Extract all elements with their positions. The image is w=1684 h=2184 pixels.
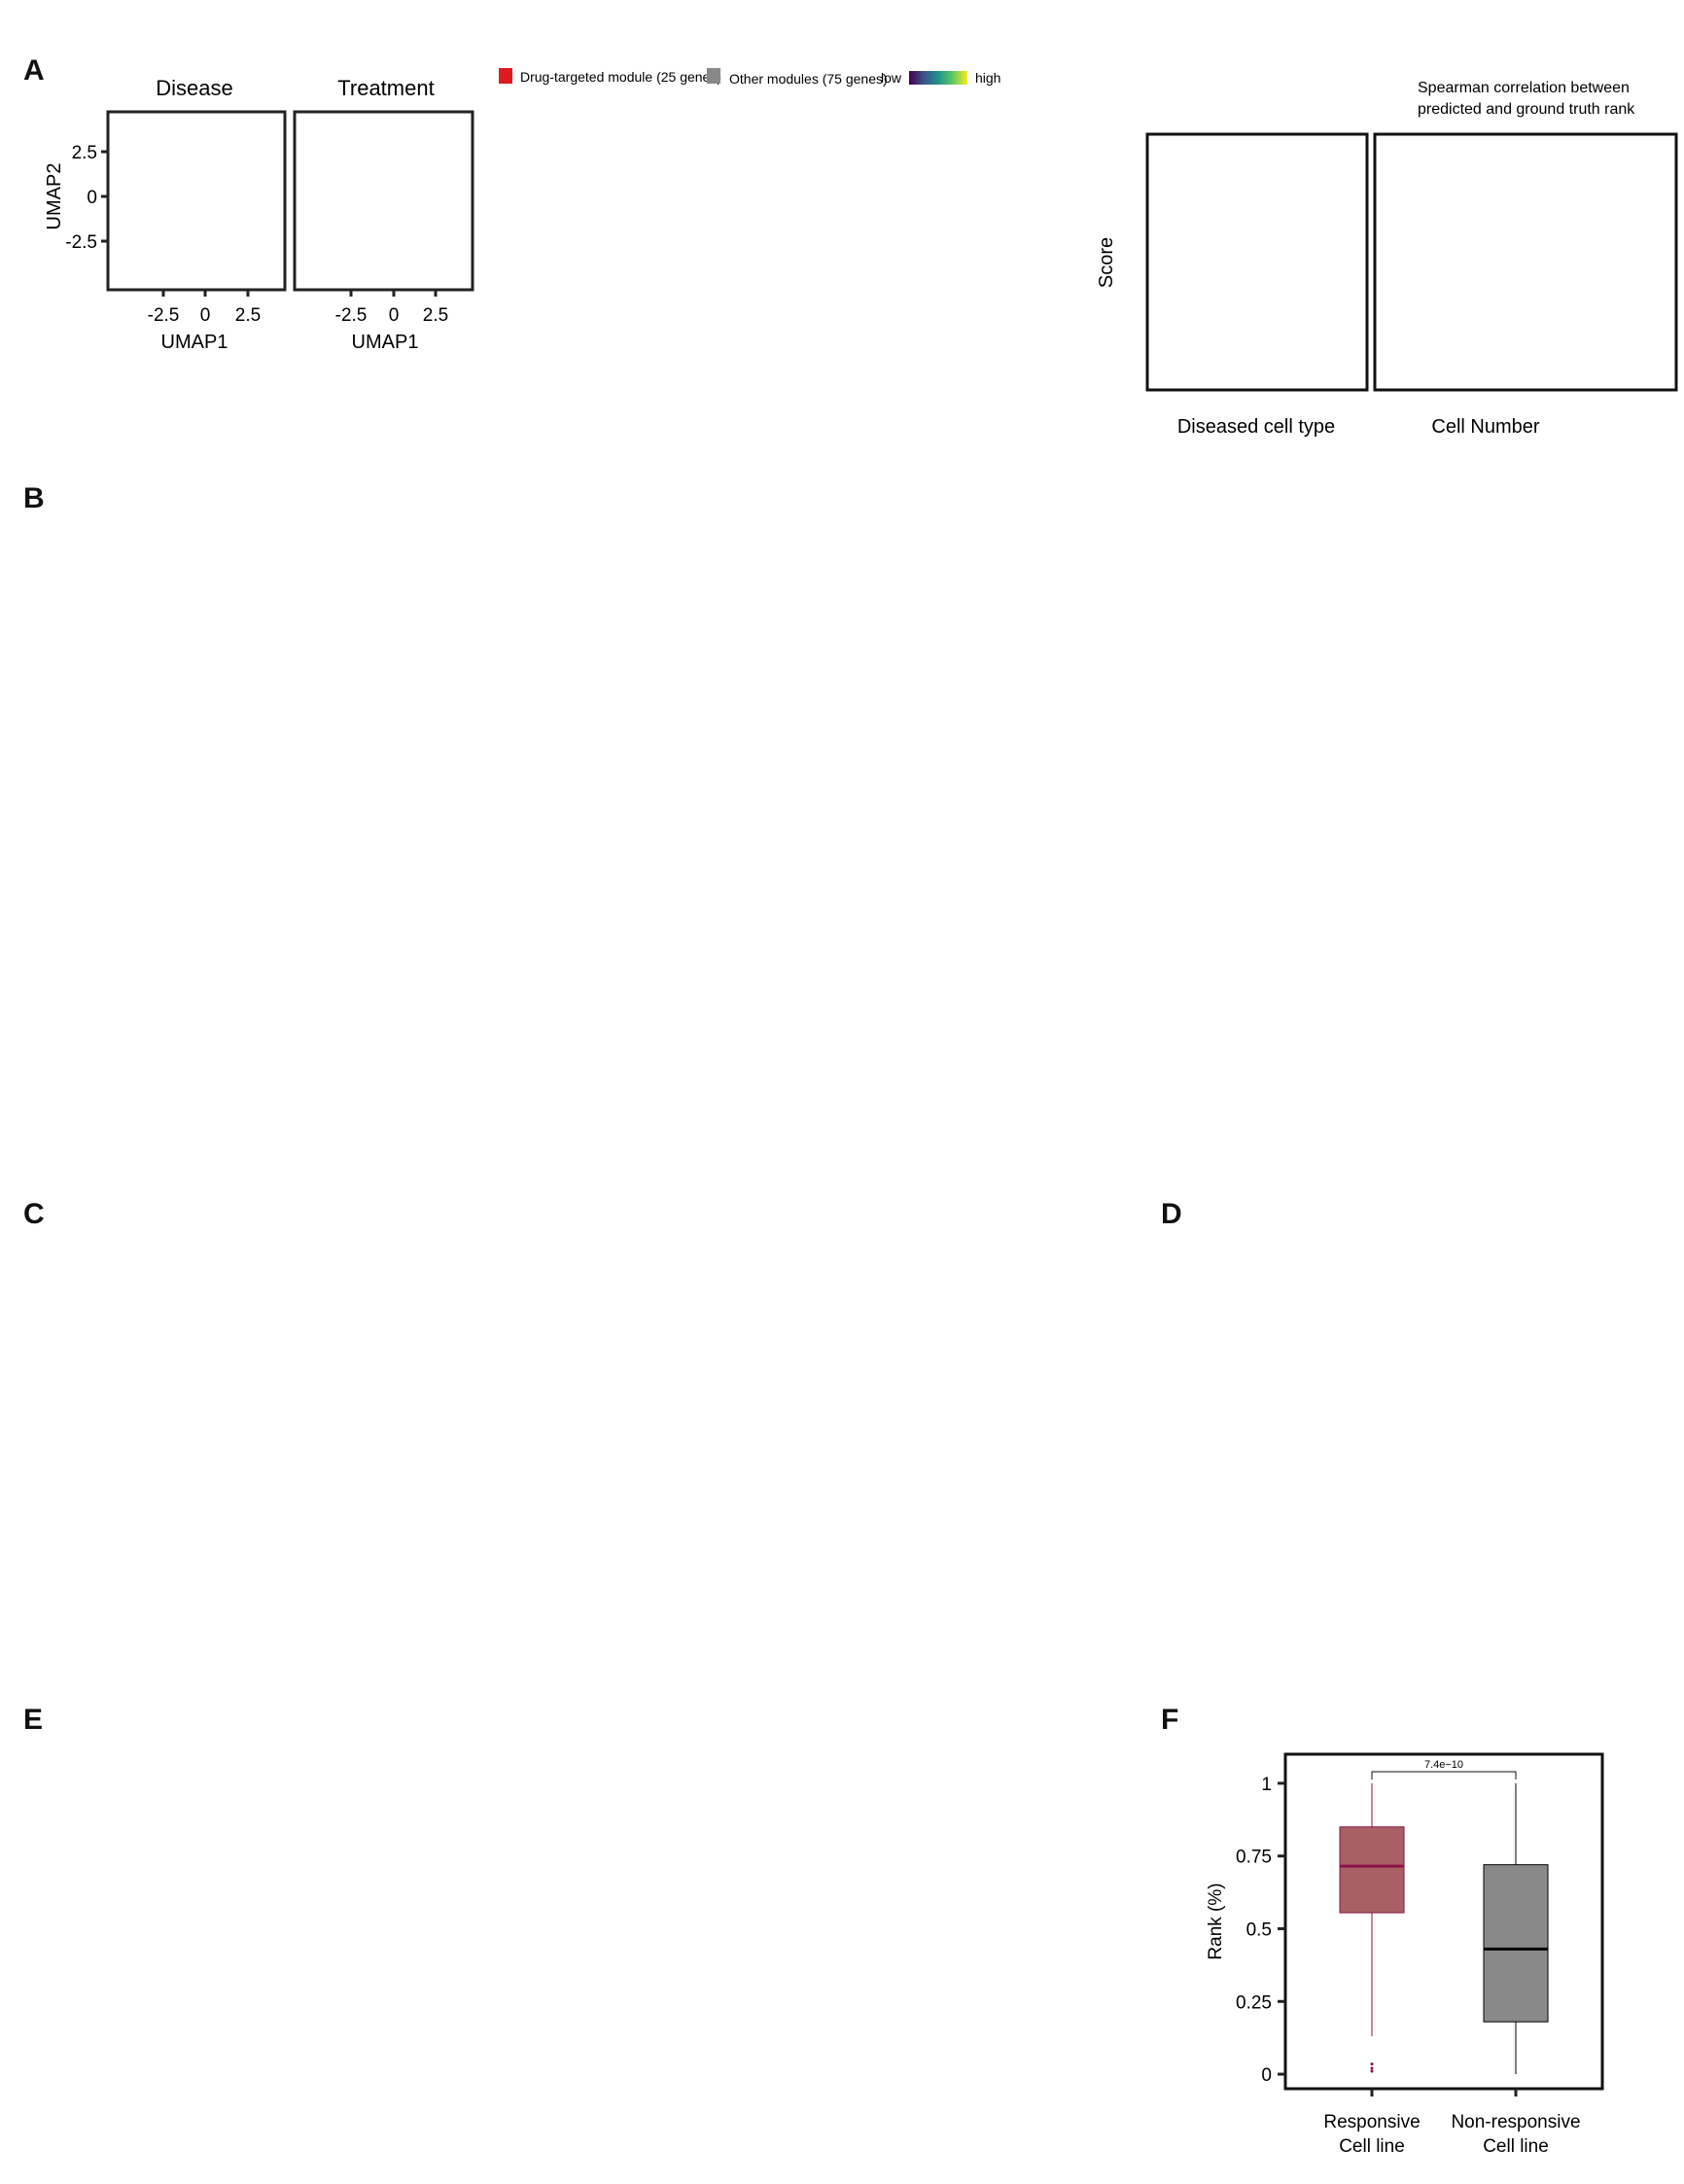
panel-letter-f: F <box>1161 1704 1179 1736</box>
umap-y-ticks: 2.5 0 -2.5 <box>65 143 108 253</box>
spearman-title-1: Spearman correlation between <box>1418 80 1630 96</box>
panel-letter-e: E <box>23 1704 44 1736</box>
panel-letter-b: B <box>23 482 45 514</box>
tick: -2.5 <box>148 305 180 326</box>
x-tick-label-line: Responsive <box>1323 2112 1420 2132</box>
umap-ylabel: UMAP2 <box>44 163 65 230</box>
umap-title-disease: Disease <box>156 76 232 100</box>
box-body <box>1339 1826 1405 1914</box>
tick: 2.5 <box>72 143 97 163</box>
umap-xlabel: UMAP1 <box>161 332 228 353</box>
outlier <box>1370 2066 1374 2070</box>
tick: 0 <box>87 188 97 208</box>
x-tick-label: Non-responsive Cell line <box>1451 2112 1580 2157</box>
spearman-xlabel: Cell Number <box>1431 416 1539 438</box>
umap-title-treatment: Treatment <box>337 76 434 100</box>
panel-c-line-chart <box>0 1206 1147 1653</box>
panel-d-boxplot <box>1147 1206 1684 1653</box>
panel-letter-d: D <box>1161 1198 1182 1230</box>
panel-letter-a: A <box>23 54 45 87</box>
tick: 2.5 <box>235 305 261 326</box>
box-body <box>1483 1864 1549 2023</box>
umap-treatment-frame <box>293 110 474 292</box>
y-tick-label: 0.25 <box>1236 1992 1272 2013</box>
y-tick-label: 0 <box>1261 2065 1272 2086</box>
umap-xlabel: UMAP1 <box>352 332 419 353</box>
tick: 0 <box>200 305 211 326</box>
p-value-label: 7.4e−10 <box>1424 1759 1463 1771</box>
outlier <box>1370 2062 1374 2066</box>
panel-a: Disease Treatment 2.5 0 -2.5 UMAP2 -2.5 … <box>44 68 1678 438</box>
spearman-frame <box>1373 132 1678 392</box>
tick: -2.5 <box>335 305 368 326</box>
score-ylabel: Score <box>1096 237 1117 288</box>
score-xlabel: Diseased cell type <box>1177 416 1335 438</box>
heatmap-legend-other: Other modules (75 genes) <box>729 71 888 87</box>
x-tick-label-line: Cell line <box>1339 2136 1405 2157</box>
y-axis-label: Rank (%) <box>1206 1883 1226 1959</box>
x-tick-label: Responsive Cell line <box>1323 2112 1420 2157</box>
outlier <box>1370 2069 1374 2073</box>
y-tick-label: 0.5 <box>1246 1920 1272 1940</box>
umap-disease-frame <box>106 110 287 292</box>
tick: 0 <box>389 305 400 326</box>
colorbar-low: low <box>881 70 902 86</box>
heatmap-legend-drug: Drug-targeted module (25 genes) <box>520 69 721 85</box>
spearman-title-2: predicted and ground truth rank <box>1418 101 1635 118</box>
y-tick-label: 0.75 <box>1236 1848 1272 1868</box>
other-module-swatch <box>707 68 720 84</box>
x-tick-label-line: Non-responsive <box>1451 2112 1580 2132</box>
panel-b <box>0 467 1684 1167</box>
plot-frame <box>1283 1752 1604 2091</box>
panel-e-boxplot <box>0 1711 1147 2184</box>
significance-bracket <box>1371 1771 1517 1779</box>
x-tick-label-line: Cell line <box>1483 2136 1549 2157</box>
umap-x-ticks: -2.5 0 2.5 -2.5 0 2.5 <box>148 290 448 326</box>
y-tick-label: 1 <box>1261 1775 1272 1795</box>
score-box-frame <box>1145 132 1369 392</box>
drug-module-swatch <box>499 68 512 84</box>
panel-f-boxplot: 0 0.25 0.5 0.75 1 Rank (%) Responsive Cell line… <box>1206 1752 1604 2157</box>
tick: -2.5 <box>65 232 97 253</box>
colorbar-high: high <box>975 70 1000 86</box>
colorbar <box>909 71 967 85</box>
heatmap-legend: Drug-targeted module (25 genes) Other mo… <box>499 68 1000 87</box>
panel-letter-c: C <box>23 1198 45 1230</box>
tick: 2.5 <box>423 305 448 326</box>
